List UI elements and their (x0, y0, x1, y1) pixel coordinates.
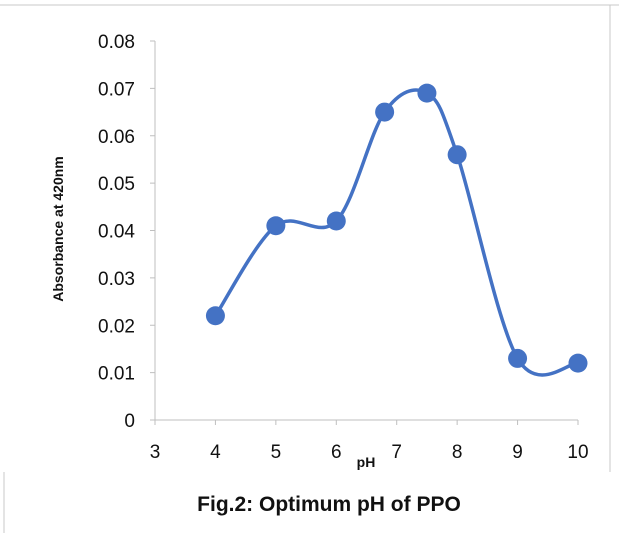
data-point (568, 353, 588, 373)
x-tick-label: 3 (150, 442, 161, 463)
y-tick-label: 0.05 (98, 174, 135, 195)
x-tick-label: 6 (331, 442, 342, 463)
data-point (326, 211, 346, 231)
y-tick-label: 0 (124, 411, 135, 432)
y-tick-label: 0.03 (98, 269, 135, 290)
x-tick-label: 5 (271, 442, 282, 463)
figure-caption: Fig.2: Optimum pH of PPO (197, 493, 461, 516)
data-points (205, 83, 588, 373)
data-point (508, 348, 528, 368)
y-tick-label: 0.04 (98, 222, 135, 243)
data-point (447, 145, 467, 165)
y-tick-label: 0.08 (98, 32, 135, 53)
y-tick-label: 0.01 (98, 364, 135, 385)
data-point (205, 306, 225, 326)
data-point (375, 102, 395, 122)
x-tick-label: 10 (567, 442, 588, 463)
x-tick-label: 8 (452, 442, 463, 463)
x-axis-title: pH (357, 454, 376, 470)
y-tick-label: 0.06 (98, 127, 135, 148)
x-tick-label: 9 (512, 442, 523, 463)
data-point (266, 216, 286, 236)
y-tick-label: 0.07 (98, 79, 135, 100)
data-point (417, 83, 437, 103)
y-tick-label: 0.02 (98, 316, 135, 337)
x-tick-label: 4 (210, 442, 221, 463)
y-axis-ticks: 0 0.01 0.02 0.03 0.04 0.05 0.06 0.07 0.08 (98, 32, 155, 432)
x-tick-label: 7 (391, 442, 402, 463)
y-axis-title: Absorbance at 420nm (50, 156, 66, 302)
x-axis-ticks: 3 4 5 6 7 8 9 10 (150, 420, 589, 463)
